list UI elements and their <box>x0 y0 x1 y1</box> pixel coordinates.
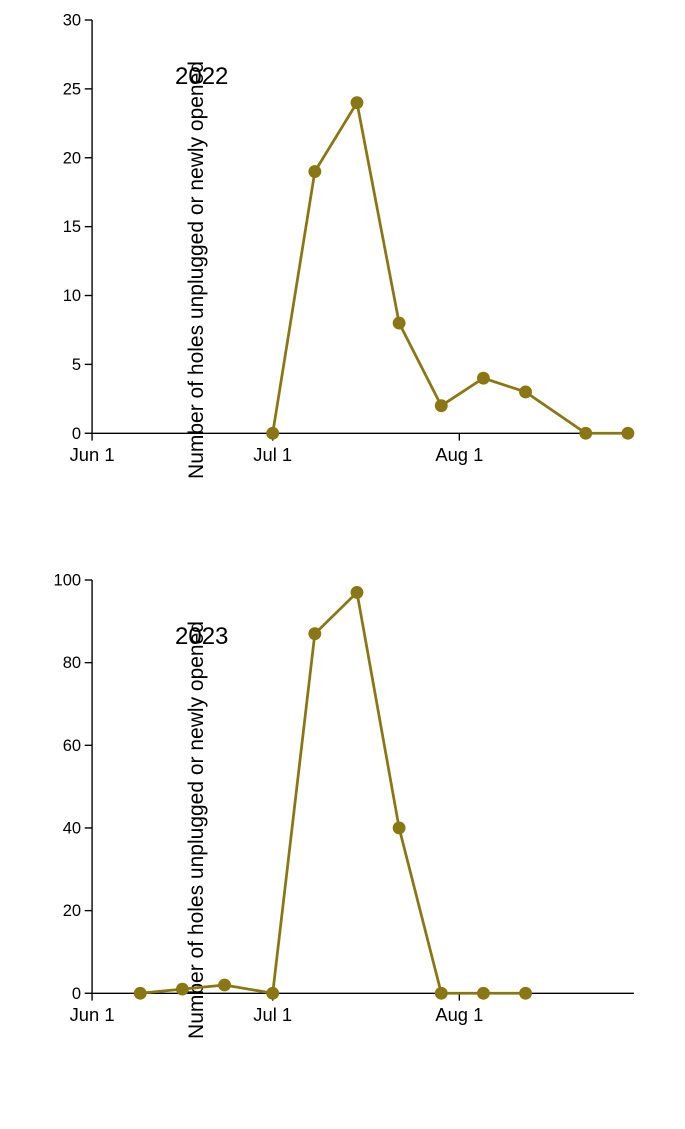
svg-text:20: 20 <box>63 901 81 920</box>
svg-text:Jul 1: Jul 1 <box>253 444 292 465</box>
chart-2023: Number of holes unplugged or newly opene… <box>0 560 685 1100</box>
svg-text:25: 25 <box>63 79 81 98</box>
svg-text:80: 80 <box>63 653 81 672</box>
svg-text:Jun 1: Jun 1 <box>70 444 115 465</box>
svg-text:40: 40 <box>63 818 81 837</box>
svg-text:60: 60 <box>63 736 81 755</box>
plot-svg-bottom: 020406080100 Jun 1Jul 1Aug 1 <box>68 580 658 1030</box>
svg-text:Aug 1: Aug 1 <box>435 444 483 465</box>
svg-text:Jul 1: Jul 1 <box>253 1004 292 1025</box>
chart-2022: Number of holes unplugged or newly opene… <box>0 0 685 540</box>
svg-text:10: 10 <box>63 286 81 305</box>
plot-svg-top: 051015202530 Jun 1Jul 1Aug 1 <box>68 20 658 470</box>
svg-text:Aug 1: Aug 1 <box>435 1004 483 1025</box>
svg-text:0: 0 <box>72 984 81 1003</box>
svg-text:100: 100 <box>53 571 81 590</box>
svg-text:20: 20 <box>63 148 81 167</box>
svg-text:0: 0 <box>72 424 81 443</box>
svg-text:30: 30 <box>63 11 81 30</box>
svg-text:15: 15 <box>63 217 81 236</box>
svg-text:5: 5 <box>72 355 81 374</box>
svg-text:Jun 1: Jun 1 <box>70 1004 115 1025</box>
